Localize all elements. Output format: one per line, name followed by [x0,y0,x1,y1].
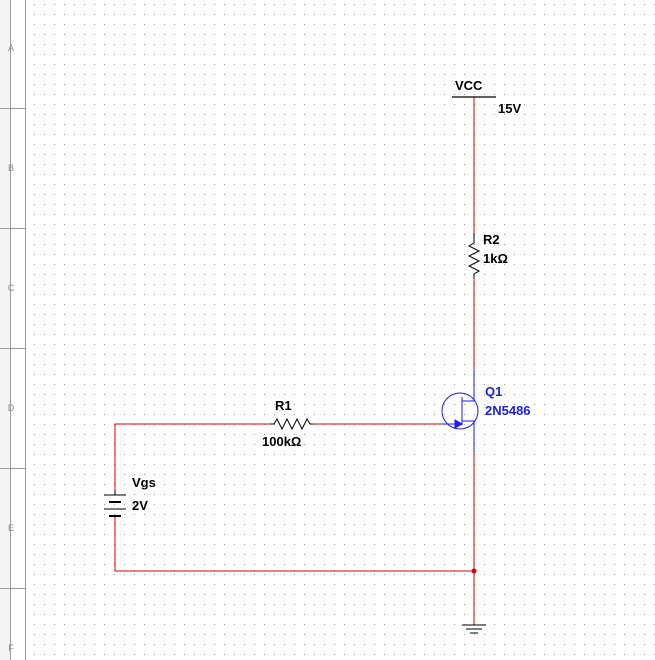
wire-vgs-ground [114,518,474,572]
row-ruler: A B C D E F [0,0,26,660]
q1-value-label: 2N5486 [485,403,531,418]
ruler-label-d: D [7,403,15,413]
ruler-label-b: B [7,163,14,173]
ruler-divider [0,588,26,589]
ruler-label-f: F [8,643,14,653]
r2-value-label: 1kΩ [483,251,508,266]
vgs-name-label: Vgs [132,475,156,490]
r1-name-label: R1 [275,398,292,413]
ruler-label-e: E [7,523,14,533]
ruler-label-c: C [7,283,15,293]
ruler-divider [0,348,26,349]
q1-name-label: Q1 [485,384,502,399]
ruler-divider [0,108,26,109]
ground-icon[interactable] [462,624,486,634]
r2-name-label: R2 [483,232,500,247]
vcc-value-label: 15V [498,101,521,116]
ruler-divider [0,228,26,229]
ruler-divider [0,468,26,469]
vgs-value-label: 2V [132,498,148,513]
r1-value-label: 100kΩ [262,434,301,449]
wires [114,97,475,625]
vcc-name-label: VCC [455,78,483,93]
resistor-icon[interactable] [467,233,481,278]
resistor-icon[interactable] [270,417,313,431]
battery-icon[interactable] [104,490,126,518]
ruler-label-a: A [7,43,14,53]
wire-vgs-r1 [114,423,270,490]
ruler-strip [0,0,11,660]
dot-grid [27,0,655,660]
junction-dot [471,568,477,574]
n-channel-jfet-icon[interactable] [441,370,479,452]
